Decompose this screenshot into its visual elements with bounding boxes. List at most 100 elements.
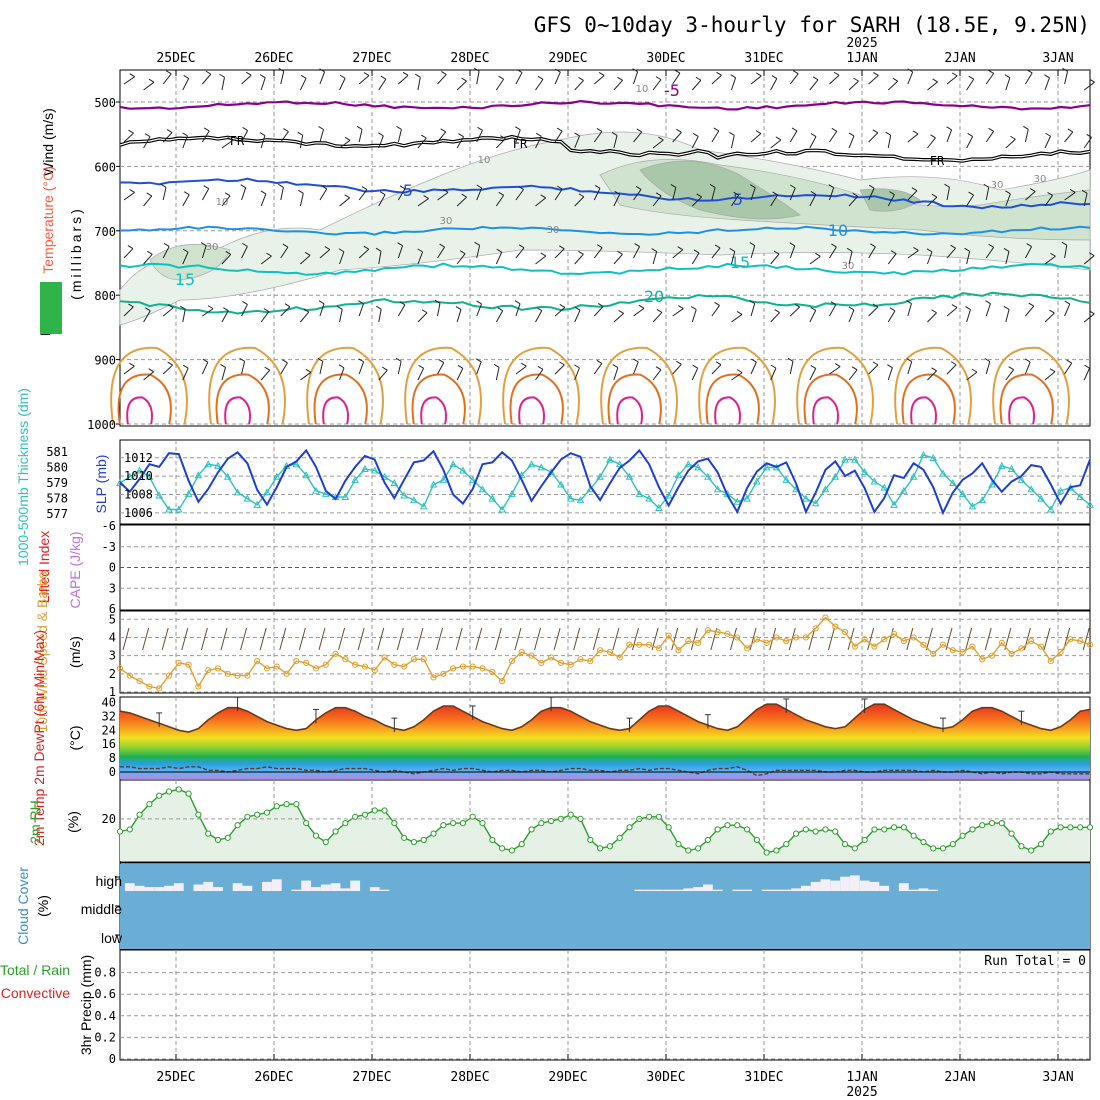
rh2m-point [332,828,339,835]
cloud-high-clear-bar [653,889,664,891]
wind-barb-flag [692,364,698,369]
wind-barb-flag [655,366,662,371]
thickness-point [439,475,448,483]
wind-barb-flag [496,248,503,253]
wind-barb-flag [317,357,324,362]
wind-barb-flag [240,184,246,189]
diurnal-temp-contour [894,346,972,425]
rh2m-ylabel: 2m RH [27,800,43,844]
wind10m-barb [338,627,346,651]
wind-barb-flag [617,250,623,255]
thickness-point [312,486,320,494]
slp-thickness-panel [116,448,1094,516]
wind-barb-flag [931,309,937,314]
cloud-high-clear-bar [908,889,919,891]
wind-barb-flag [397,242,403,247]
thickness-point [380,472,389,480]
thickness-point [596,472,604,480]
cloud-high-clear-bar [379,889,390,891]
wind10m-point [342,656,349,663]
wind10m-point [479,665,486,672]
wind-barb-flag [578,193,585,198]
wind-barb [319,188,328,201]
rh2m-point [812,828,819,835]
wind-barb [828,187,835,201]
wind-barb-flag [144,133,151,138]
wind10m-barb [690,627,698,651]
wind-barb-flag [166,70,172,75]
wind-barb [143,371,154,381]
wind10m-point [116,665,124,672]
wind-barb-flag [846,247,853,252]
wind-barb [358,248,370,259]
wind-barb-flag [833,71,840,76]
rh2m-point [312,832,320,839]
bottom-date-label: 26DEC [254,1070,293,1085]
wind-barb-flag [1067,128,1074,133]
wind10m-point [675,647,682,654]
pressure-tick-label: 600 [94,160,116,174]
bottom-date-label: 25DEC [156,1070,195,1085]
isotherm-label: 15 [175,270,195,289]
wind-barb [476,71,480,85]
cloud-level-low: low [101,930,123,946]
wind-barb [182,251,189,265]
cloud-high-clear-bar [849,875,860,891]
wind-barb-flag [872,129,879,134]
wind10m-barb [632,627,639,651]
wind10m-barb [436,627,444,651]
cloud-high-clear-bar [673,889,684,891]
wind-barb [299,78,307,91]
wind-barb-flag [985,300,991,305]
wind10m-point [890,630,898,637]
cloud-high-clear-bar [879,885,890,891]
wind-barb [1083,313,1095,323]
wind-barb [887,367,893,381]
cloud-high-clear-bar [683,888,694,891]
wind-barb [280,71,285,85]
rh2m-point [959,832,966,839]
thickness-point [713,485,722,493]
wind-barb [437,191,449,201]
wind10m-point [998,639,1005,647]
wind-barb [770,139,782,149]
wind-barb [574,135,580,149]
wind10m-point [557,659,565,667]
wind-barb [927,196,938,207]
rh2m-point [303,820,310,827]
rh-contour-label: 30 [206,242,219,253]
wind-barb [182,135,188,149]
wind-barb [260,135,266,149]
wind10m-barb [965,627,973,651]
thickness-point [429,480,438,488]
cloud-level-middle: middle [81,901,122,917]
diurnal-temp-contour [901,373,956,425]
wind-barb [809,194,817,207]
lifted-index-panel: -6 -3 0 3 6 [102,519,1090,616]
lifted-ylabel: Lifted Index [36,531,52,603]
wind10m-barb [592,627,600,651]
wind-barb-flag [736,310,743,315]
wind-barb [398,74,409,85]
rh2m-point [920,838,927,846]
thickness-point [694,463,702,471]
wind-barb [789,245,796,259]
wind10m-barb [455,627,463,651]
wind10m-point [616,654,623,661]
rh2m-point [548,817,555,825]
thickness-point [233,488,242,496]
wind10m-point [146,683,153,690]
wind-barb [770,78,778,91]
wind-barb [672,72,681,85]
bottom-date-label: 31DEC [744,1070,783,1085]
wind-barb [691,196,702,207]
wind10m-point [832,623,839,630]
wind-barb-flag [1026,69,1033,74]
wind-barb-flag [1069,189,1076,193]
wind-barb [358,189,368,201]
chart-title: GFS 0~10day 3-hourly for SARH (18.5E, 9.… [534,13,1090,37]
wind-barb [1083,81,1095,91]
wind-barb-flag [521,362,527,367]
upper-ylabel-millibars: (millibars) [68,206,84,300]
diurnal-temp-contour [518,396,545,425]
